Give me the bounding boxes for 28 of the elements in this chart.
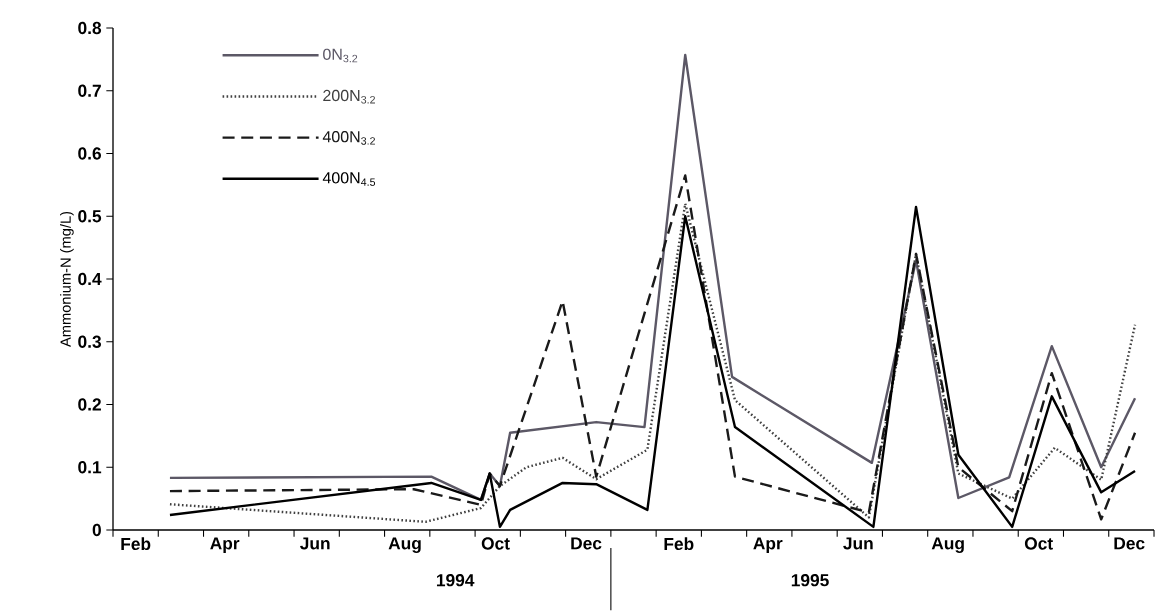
- x-tick-label: Feb: [121, 537, 151, 551]
- x-tick-label: Oct: [481, 537, 510, 550]
- y-tick-label: 0.6: [78, 147, 101, 160]
- x-tick-label: Jun: [843, 537, 873, 550]
- y-tick-label: 0.1: [78, 461, 102, 474]
- y-axis-title: Ammonium-N (mg/L): [60, 211, 74, 348]
- x-tick-label: Aug: [931, 537, 964, 553]
- x-tick-label: Dec: [1114, 537, 1145, 550]
- x-tick-label: Aug: [388, 537, 421, 553]
- y-tick-label: 0.7: [78, 84, 101, 97]
- text: 200N$_{3.2}$: [323, 89, 375, 104]
- x-tick-label: Jun: [300, 537, 330, 550]
- text: 400N$_{4.5}$: [322, 172, 376, 186]
- y-tick-label: 0: [92, 523, 101, 537]
- text: 0N$_{3.2}$: [323, 48, 358, 63]
- y-tick-label: 0.2: [78, 398, 101, 411]
- text: 1995: [791, 574, 829, 587]
- x-tick-label: Apr: [753, 537, 783, 553]
- x-tick-label: Dec: [571, 537, 602, 550]
- text: 400N$_{3.2}$: [322, 131, 375, 145]
- x-tick-label: Feb: [664, 537, 694, 551]
- y-tick-label: 0.5: [78, 210, 102, 223]
- x-tick-label: Apr: [210, 537, 240, 553]
- y-tick-label: 0.4: [78, 272, 102, 286]
- text: 1994: [436, 574, 475, 587]
- y-tick-label: 0.8: [78, 21, 102, 35]
- y-tick-label: 0.3: [78, 335, 101, 348]
- x-tick-label: Oct: [1024, 537, 1053, 550]
